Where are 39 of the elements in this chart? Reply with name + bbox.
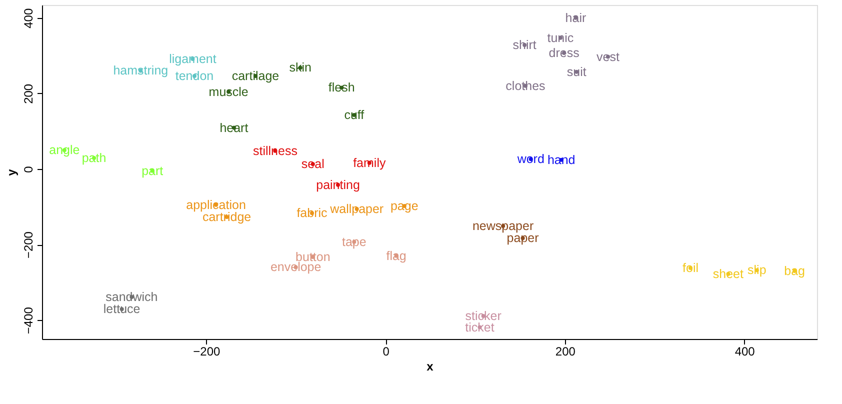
data-label: ligament [169, 52, 217, 66]
y-tick-label: −400 [22, 306, 36, 334]
y-axis-title: y [4, 168, 18, 176]
data-label: stillness [252, 144, 298, 158]
data-label: lettuce [103, 302, 140, 316]
data-label: heart [220, 120, 249, 135]
y-tick-label: 200 [22, 84, 36, 104]
x-tick-label: −200 [193, 344, 220, 358]
data-label: skin [289, 60, 312, 75]
x-tick-label: 0 [382, 344, 390, 358]
x-tick-label: 200 [555, 344, 576, 358]
data-label: paper [506, 231, 539, 246]
data-label: cartilage [232, 69, 280, 84]
data-label: cuff [344, 108, 365, 122]
data-label: angle [49, 143, 80, 158]
data-label: flesh [328, 80, 355, 95]
data-label: bag [784, 264, 806, 278]
data-label: clothes [506, 78, 546, 93]
data-label: word [516, 152, 544, 166]
y-tick-label: −200 [22, 231, 36, 259]
x-axis-title: x [426, 360, 434, 374]
data-label: cartridge [202, 210, 252, 224]
data-label: path [82, 151, 106, 166]
data-label: muscle [208, 84, 248, 99]
data-label: fabric [296, 206, 328, 220]
data-label: suit [566, 64, 587, 79]
y-tick-label: 0 [22, 166, 36, 173]
data-label: tunic [547, 30, 574, 45]
data-label: wallpaper [329, 202, 384, 216]
data-label: envelope [270, 260, 322, 274]
data-label: tendon [175, 69, 214, 84]
data-label: application [186, 198, 246, 212]
data-label: painting [316, 178, 360, 192]
data-label: sandwich [106, 290, 158, 304]
y-tick-label: 400 [22, 8, 36, 28]
data-label: newspaper [472, 219, 534, 234]
data-label: sticker [465, 308, 502, 323]
x-tick-label: 400 [734, 344, 756, 358]
data-label: hamstring [113, 64, 168, 78]
